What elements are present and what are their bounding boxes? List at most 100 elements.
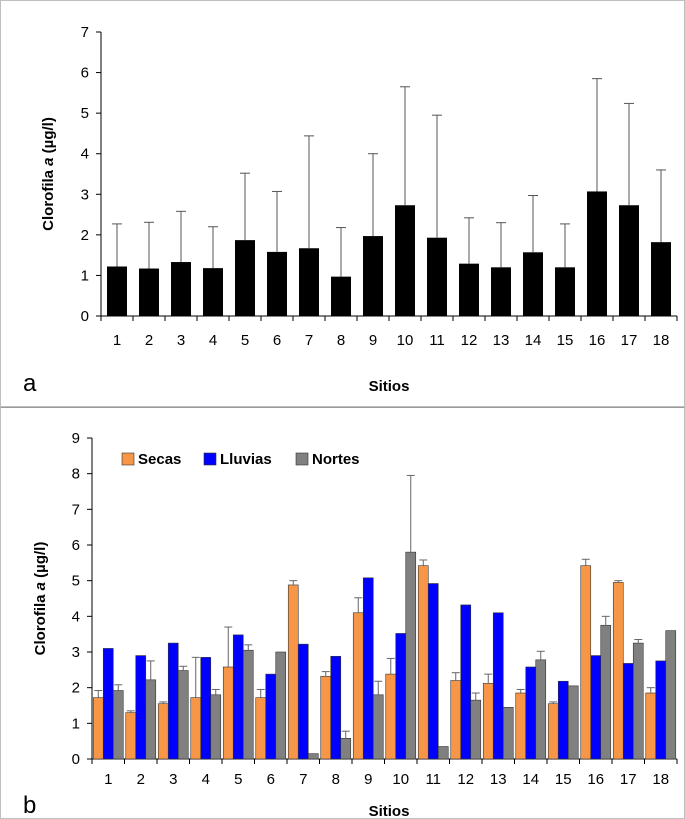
bar xyxy=(600,624,612,760)
bar xyxy=(139,268,159,316)
bar xyxy=(107,266,127,316)
x-tick-label: 2 xyxy=(137,771,145,788)
x-tick-label: 16 xyxy=(589,332,606,349)
bar xyxy=(492,612,504,760)
bar xyxy=(651,242,671,316)
bar xyxy=(535,659,547,760)
panel-label: b xyxy=(23,792,36,818)
y-tick-label: 6 xyxy=(72,537,80,554)
bar xyxy=(547,703,559,760)
y-tick-label: 7 xyxy=(81,24,89,41)
x-tick-label: 5 xyxy=(234,771,242,788)
x-tick-label: 5 xyxy=(241,332,249,349)
bar xyxy=(210,694,222,760)
legend-label: Secas xyxy=(138,451,181,468)
bar xyxy=(222,666,234,760)
y-tick-label: 2 xyxy=(72,680,80,697)
bar xyxy=(320,675,332,760)
bar xyxy=(427,237,447,316)
x-tick-label: 6 xyxy=(267,771,275,788)
bar xyxy=(459,263,479,316)
y-tick-label: 4 xyxy=(72,608,80,625)
bar xyxy=(417,565,429,760)
x-tick-label: 13 xyxy=(493,332,510,349)
bar xyxy=(102,648,114,760)
y-tick-label: 8 xyxy=(72,466,80,483)
y-tick-label: 5 xyxy=(72,573,80,590)
bar xyxy=(255,697,267,760)
y-tick-label: 4 xyxy=(81,146,89,163)
bar xyxy=(580,565,592,760)
x-tick-label: 14 xyxy=(525,332,542,349)
y-axis-title-italic: a xyxy=(40,157,57,165)
x-tick-label: 6 xyxy=(273,332,281,349)
bar xyxy=(235,240,255,316)
y-tick-label: 7 xyxy=(72,501,80,518)
x-tick-label: 18 xyxy=(653,332,670,349)
bar xyxy=(632,642,644,760)
bar xyxy=(135,655,147,760)
bar xyxy=(363,236,383,316)
y-axis-title: Clorofila a (µg/l) xyxy=(40,117,57,231)
bar xyxy=(167,642,179,760)
y-tick-label: 9 xyxy=(72,430,80,447)
x-tick-label: 7 xyxy=(299,771,307,788)
bar xyxy=(352,612,364,760)
x-tick-label: 1 xyxy=(104,771,112,788)
bar xyxy=(200,657,212,760)
y-tick-label: 6 xyxy=(81,65,89,82)
bar xyxy=(665,630,677,760)
x-tick-label: 4 xyxy=(202,771,210,788)
bar xyxy=(242,649,254,760)
bar xyxy=(362,577,374,760)
bar xyxy=(405,551,417,760)
bar xyxy=(331,276,351,316)
x-tick-label: 9 xyxy=(369,332,377,349)
x-tick-label: 12 xyxy=(461,332,478,349)
legend-swatch xyxy=(121,452,135,466)
bar xyxy=(427,583,439,760)
y-tick-label: 3 xyxy=(81,186,89,203)
y-axis-title-prefix: Clorofila xyxy=(32,590,49,655)
bar xyxy=(112,690,124,760)
bar xyxy=(287,584,299,760)
bar xyxy=(460,604,472,760)
y-axis-title: Clorofila a (µg/l) xyxy=(32,542,49,656)
bar xyxy=(622,663,634,760)
bar xyxy=(232,634,244,760)
bar xyxy=(557,680,569,760)
x-tick-label: 7 xyxy=(305,332,313,349)
x-tick-label: 8 xyxy=(332,771,340,788)
bar xyxy=(555,267,575,316)
x-axis-title: Sitios xyxy=(369,378,410,395)
bar xyxy=(297,643,309,760)
y-axis-title-prefix: Clorofila xyxy=(40,166,57,231)
x-tick-label: 13 xyxy=(490,771,507,788)
bar xyxy=(340,738,352,760)
bar xyxy=(157,703,169,760)
y-tick-label: 1 xyxy=(81,267,89,284)
y-tick-label: 2 xyxy=(81,227,89,244)
bar xyxy=(177,670,189,760)
bar xyxy=(203,268,223,316)
bar xyxy=(515,692,527,760)
bar xyxy=(125,712,137,760)
bar xyxy=(395,205,415,316)
x-tick-label: 17 xyxy=(620,771,637,788)
bar xyxy=(395,633,407,760)
x-axis-title: Sitios xyxy=(369,803,410,818)
panel-a: 0 1 2 3 4 5 6 7 1 2 3 4 5 6 7 8 9 10 11 12 13 14 15 16 17 18 Cloro… xyxy=(0,0,685,407)
y-tick-label: 1 xyxy=(72,715,80,732)
y-axis-title-italic: a xyxy=(32,582,49,590)
bar xyxy=(92,697,104,760)
bar xyxy=(299,248,319,316)
y-tick-label: 3 xyxy=(72,644,80,661)
bar xyxy=(587,191,607,316)
x-tick-label: 18 xyxy=(652,771,669,788)
bar xyxy=(567,685,579,760)
x-tick-label: 15 xyxy=(557,332,574,349)
bar xyxy=(330,655,342,760)
bar xyxy=(385,673,397,760)
bar xyxy=(525,666,537,760)
